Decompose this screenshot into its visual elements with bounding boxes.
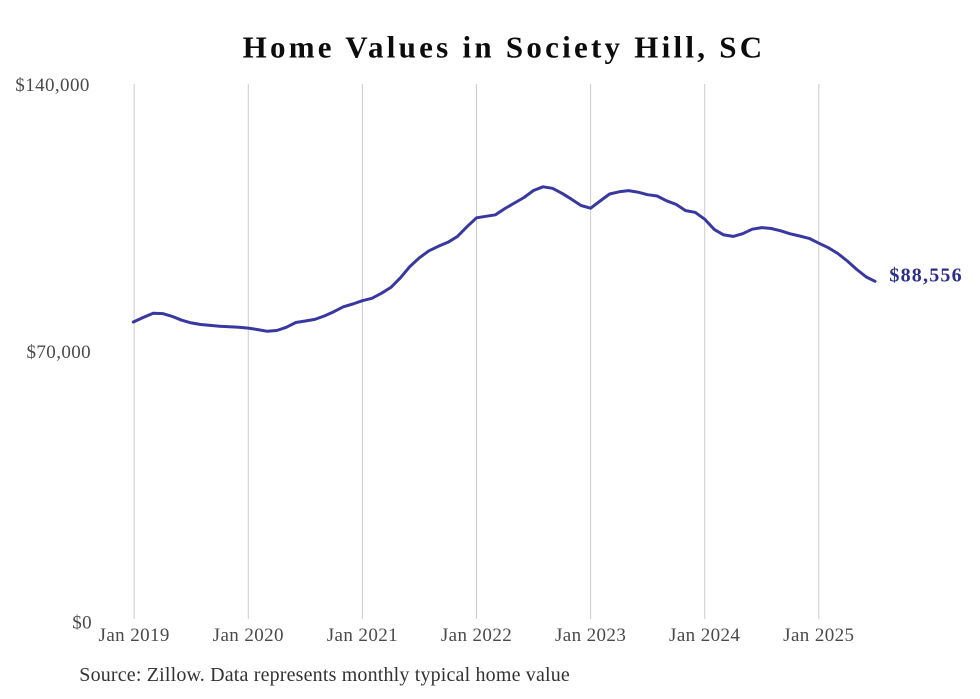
svg-text:Jan 2024: Jan 2024 bbox=[669, 625, 740, 646]
svg-text:Jan 2022: Jan 2022 bbox=[441, 625, 512, 646]
svg-text:$88,556: $88,556 bbox=[889, 265, 962, 287]
svg-text:$70,000: $70,000 bbox=[27, 342, 92, 363]
svg-text:Jan 2021: Jan 2021 bbox=[327, 625, 398, 646]
svg-text:Jan 2023: Jan 2023 bbox=[555, 625, 626, 646]
svg-text:$0: $0 bbox=[72, 613, 92, 634]
svg-text:Home Values in Society Hill, S: Home Values in Society Hill, SC bbox=[243, 29, 766, 64]
svg-text:Source: Zillow. Data represent: Source: Zillow. Data represents monthly … bbox=[79, 664, 570, 686]
svg-text:Jan 2020: Jan 2020 bbox=[213, 625, 284, 646]
svg-text:$140,000: $140,000 bbox=[15, 75, 89, 96]
svg-text:Jan 2019: Jan 2019 bbox=[99, 625, 170, 646]
svg-text:Jan 2025: Jan 2025 bbox=[783, 625, 854, 646]
